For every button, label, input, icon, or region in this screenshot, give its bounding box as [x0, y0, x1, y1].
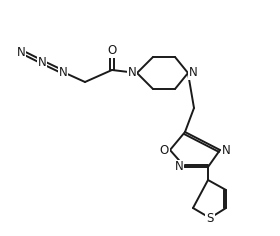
Text: O: O	[159, 143, 169, 156]
Text: N: N	[17, 46, 25, 59]
Text: N: N	[128, 67, 136, 80]
Text: N: N	[59, 66, 67, 79]
Text: O: O	[107, 45, 117, 58]
Text: N: N	[189, 67, 197, 80]
Text: N: N	[222, 143, 230, 156]
Text: N: N	[38, 55, 46, 68]
Text: N: N	[175, 160, 183, 173]
Text: S: S	[206, 212, 214, 226]
